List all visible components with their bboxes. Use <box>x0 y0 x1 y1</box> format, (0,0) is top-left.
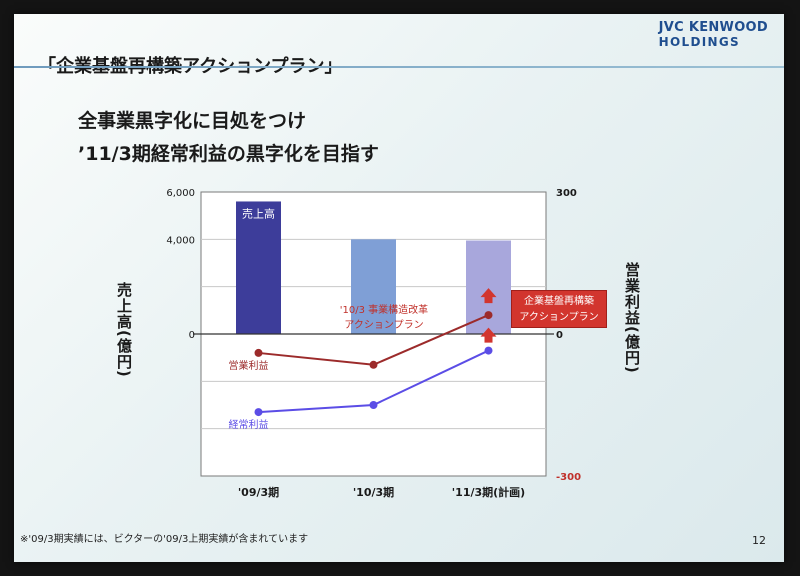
right-tick-label: 300 <box>556 188 577 199</box>
logo-line2: HOLDINGS <box>658 35 740 49</box>
point-ordinary-3 <box>484 346 493 355</box>
footnote: ※'09/3期実績には、ビクターの'09/3上期実績が含まれています <box>20 534 309 545</box>
point-ordinary-1 <box>254 408 263 417</box>
company-logo: JVC KENWOOD HOLDINGS <box>659 20 768 50</box>
bar-1 <box>236 201 281 334</box>
headline-line1: 全事業黒字化に目処をつけ <box>78 110 307 132</box>
x-tick-label: '11/3期(計画) <box>452 485 525 499</box>
left-tick-label: 0 <box>189 330 195 341</box>
series-label: 営業利益 <box>229 359 269 372</box>
bar-2 <box>351 239 396 334</box>
bar-series-label: 売上高 <box>242 206 275 220</box>
left-tick-label: 4,000 <box>166 235 195 246</box>
title-underline <box>14 66 784 68</box>
right-tick-label: -300 <box>556 472 581 483</box>
up-arrow-ordinary-icon <box>480 327 497 343</box>
point-operating-3 <box>484 311 493 320</box>
up-arrow-operating-icon <box>480 288 497 304</box>
right-tick-label: 0 <box>556 330 563 341</box>
right-axis-label: 営業利益(億円) <box>623 262 641 374</box>
x-tick-label: '09/3期 <box>238 485 279 499</box>
plan-callout: 企業基盤再構築 アクションプラン <box>511 290 607 328</box>
left-tick-label: 6,000 <box>166 188 195 199</box>
logo-line1: JVC KENWOOD <box>658 20 768 35</box>
series-label: 経常利益 <box>229 418 269 431</box>
restructuring-line2: アクションプラン <box>344 320 424 331</box>
plan-line2: アクションプラン <box>519 312 599 323</box>
x-tick-label: '10/3期 <box>353 485 394 499</box>
restructuring-line1: '10/3 事業構造改革 <box>339 305 429 316</box>
point-ordinary-2 <box>369 401 378 409</box>
headline-line2: ’11/3期経常利益の黒字化を目指す <box>78 143 379 165</box>
page-number: 12 <box>752 534 766 547</box>
slide: JVC KENWOOD HOLDINGS 「企業基盤再構築アクションプラン」 全… <box>14 14 784 562</box>
left-axis-label: 売上高(億円) <box>115 282 133 378</box>
point-operating-1 <box>254 348 263 357</box>
bar-3 <box>466 240 511 334</box>
restructuring-annotation: '10/3 事業構造改革 アクションプラン <box>314 303 454 333</box>
point-operating-2 <box>369 360 378 369</box>
plan-line1: 企業基盤再構築 <box>524 296 594 307</box>
